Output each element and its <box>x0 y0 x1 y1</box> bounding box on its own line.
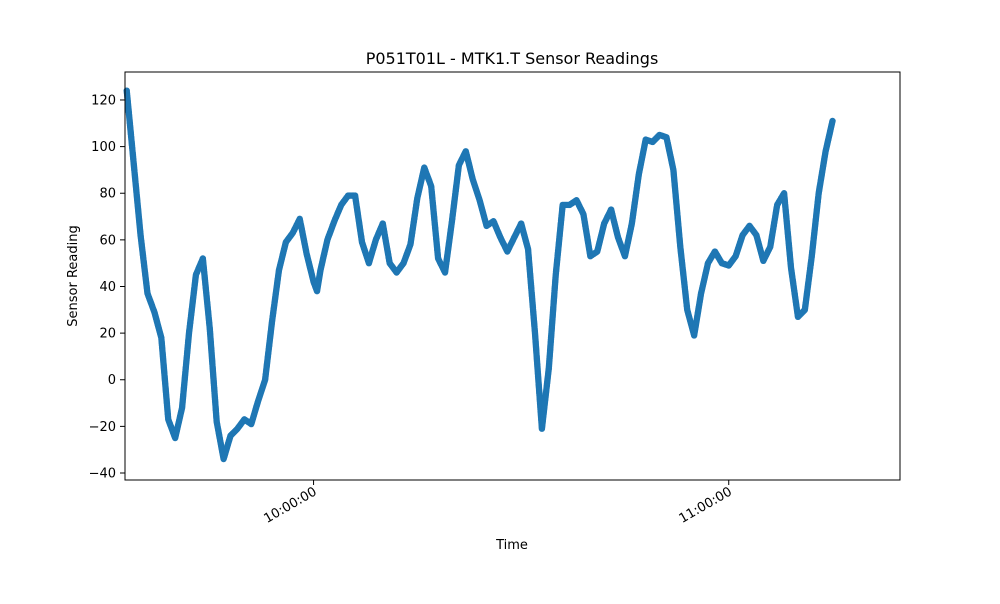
x-axis-label: Time <box>495 538 528 553</box>
y-axis-label: Sensor Reading <box>66 225 81 326</box>
y-tick-label: −40 <box>89 467 116 482</box>
y-tick-label: 60 <box>99 233 116 248</box>
y-tick-label: 40 <box>99 280 116 295</box>
y-tick-label: 80 <box>99 187 116 202</box>
data-points <box>123 87 836 463</box>
plot-frame <box>124 71 901 481</box>
y-tick-label: 0 <box>108 373 116 388</box>
y-tick-label: 20 <box>99 327 116 342</box>
chart-title: P051T01L - MTK1.T Sensor Readings <box>366 49 659 68</box>
y-tick-label: 120 <box>91 93 116 108</box>
data-point <box>829 117 836 125</box>
y-axis: −40 −20 0 20 40 60 80 100 120 <box>89 93 125 482</box>
y-tick-label: 100 <box>91 140 116 155</box>
y-tick-label: −20 <box>89 420 116 435</box>
